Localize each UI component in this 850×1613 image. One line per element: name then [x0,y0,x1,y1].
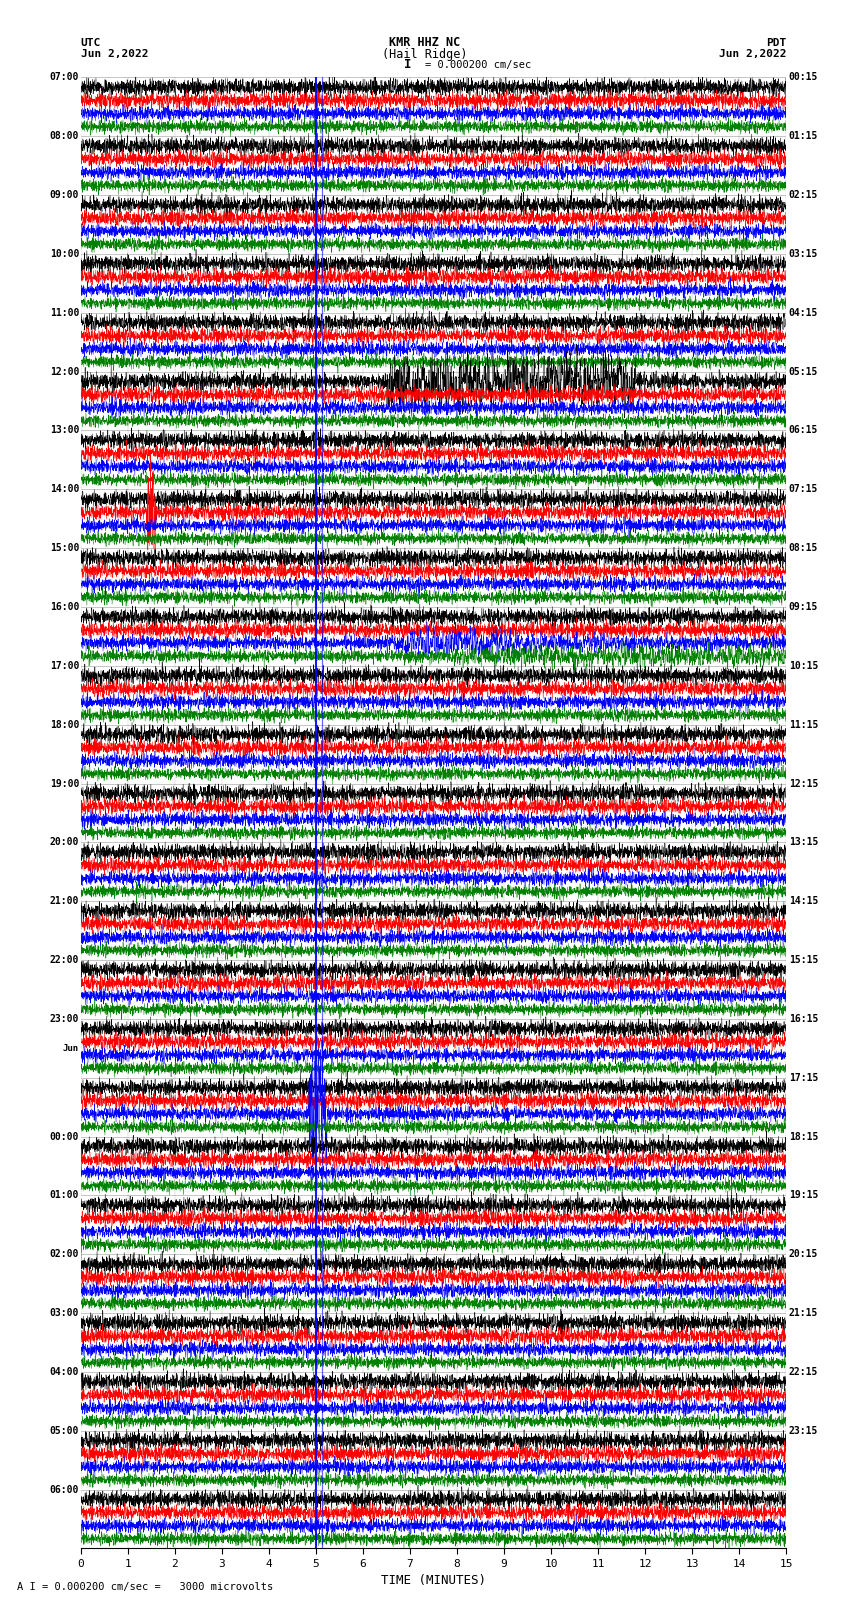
Text: 12:00: 12:00 [49,366,79,376]
Text: 18:15: 18:15 [789,1132,819,1142]
Text: 18:00: 18:00 [49,719,79,729]
Text: 06:15: 06:15 [789,426,819,436]
Text: 06:00: 06:00 [49,1484,79,1495]
Text: 03:00: 03:00 [49,1308,79,1318]
Text: 10:00: 10:00 [49,248,79,260]
Text: 09:00: 09:00 [49,190,79,200]
Text: (Hail Ridge): (Hail Ridge) [382,47,468,61]
Text: 09:15: 09:15 [789,602,819,611]
Text: = 0.000200 cm/sec: = 0.000200 cm/sec [425,60,531,69]
Text: 22:00: 22:00 [49,955,79,965]
Text: 04:00: 04:00 [49,1366,79,1378]
Text: 23:15: 23:15 [789,1426,819,1436]
Text: 07:00: 07:00 [49,73,79,82]
Text: 16:15: 16:15 [789,1015,819,1024]
Text: 14:15: 14:15 [789,897,819,907]
Text: 05:00: 05:00 [49,1426,79,1436]
X-axis label: TIME (MINUTES): TIME (MINUTES) [381,1574,486,1587]
Text: A I = 0.000200 cm/sec =   3000 microvolts: A I = 0.000200 cm/sec = 3000 microvolts [17,1582,273,1592]
Text: 08:00: 08:00 [49,131,79,142]
Text: 12:15: 12:15 [789,779,819,789]
Text: 08:15: 08:15 [789,544,819,553]
Text: Jun 2,2022: Jun 2,2022 [81,48,148,60]
Text: Jun: Jun [63,1044,79,1053]
Text: 11:15: 11:15 [789,719,819,729]
Text: Jun 2,2022: Jun 2,2022 [719,48,786,60]
Text: KMR HHZ NC: KMR HHZ NC [389,35,461,50]
Text: 22:15: 22:15 [789,1366,819,1378]
Text: 01:15: 01:15 [789,131,819,142]
Text: 17:00: 17:00 [49,661,79,671]
Text: 00:00: 00:00 [49,1132,79,1142]
Text: 17:15: 17:15 [789,1073,819,1082]
Text: 15:15: 15:15 [789,955,819,965]
Text: PDT: PDT [766,37,786,48]
Text: 16:00: 16:00 [49,602,79,611]
Text: 11:00: 11:00 [49,308,79,318]
Text: 13:15: 13:15 [789,837,819,847]
Text: 15:00: 15:00 [49,544,79,553]
Text: 19:00: 19:00 [49,779,79,789]
Text: UTC: UTC [81,37,101,48]
Text: 14:00: 14:00 [49,484,79,494]
Text: 02:15: 02:15 [789,190,819,200]
Text: 19:15: 19:15 [789,1190,819,1200]
Text: 00:15: 00:15 [789,73,819,82]
Text: 07:15: 07:15 [789,484,819,494]
Text: 23:00: 23:00 [49,1015,79,1024]
Text: 10:15: 10:15 [789,661,819,671]
Text: 03:15: 03:15 [789,248,819,260]
Text: I: I [405,58,411,71]
Text: 20:00: 20:00 [49,837,79,847]
Text: 02:00: 02:00 [49,1250,79,1260]
Text: 04:15: 04:15 [789,308,819,318]
Text: 13:00: 13:00 [49,426,79,436]
Text: 20:15: 20:15 [789,1250,819,1260]
Text: 01:00: 01:00 [49,1190,79,1200]
Text: 21:15: 21:15 [789,1308,819,1318]
Text: 05:15: 05:15 [789,366,819,376]
Text: 21:00: 21:00 [49,897,79,907]
